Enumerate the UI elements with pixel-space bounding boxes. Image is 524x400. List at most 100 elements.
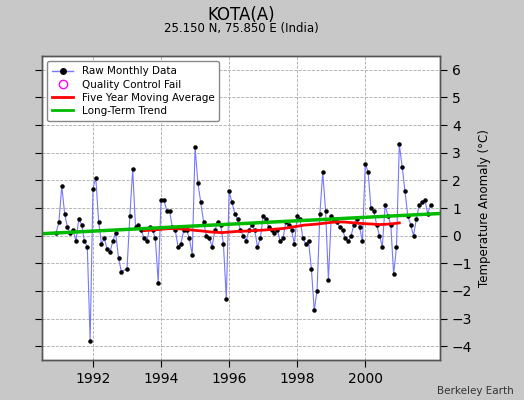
Point [387,221,395,228]
Text: Berkeley Earth: Berkeley Earth [437,386,514,396]
Point [174,244,182,250]
Point [92,174,100,181]
Point [228,199,236,206]
Point [335,224,344,230]
Point [157,196,165,203]
Point [307,266,315,272]
Point [162,208,171,214]
Point [83,244,92,250]
Point [225,188,233,195]
Point [299,235,307,242]
Point [205,235,213,242]
Point [188,252,196,258]
Y-axis label: Temperature Anomaly (°C): Temperature Anomaly (°C) [478,129,491,287]
Point [137,227,145,233]
Point [350,221,358,228]
Point [148,227,157,233]
Point [182,227,191,233]
Point [267,227,276,233]
Point [196,199,205,206]
Point [103,246,112,253]
Point [367,205,375,211]
Point [94,219,103,225]
Point [339,227,347,233]
Point [316,210,324,217]
Point [151,235,160,242]
Point [114,254,123,261]
Point [112,230,120,236]
Point [287,227,296,233]
Point [248,221,256,228]
Point [389,271,398,278]
Point [171,227,179,233]
Point [270,230,279,236]
Point [146,224,154,230]
Point [74,216,83,222]
Point [160,196,168,203]
Point [375,232,384,239]
Point [330,216,339,222]
Point [143,238,151,244]
Point [407,221,415,228]
Point [97,241,106,247]
Point [282,219,290,225]
Point [398,163,406,170]
Point [324,277,333,283]
Point [353,216,361,222]
Point [378,244,387,250]
Point [423,210,432,217]
Point [310,307,319,314]
Point [200,219,208,225]
Point [427,202,435,208]
Point [202,232,211,239]
Point [86,338,94,344]
Point [80,238,89,244]
Point [211,227,219,233]
Point [66,230,74,236]
Point [293,213,301,220]
Point [392,244,401,250]
Point [285,221,293,228]
Point [72,238,80,244]
Point [369,208,378,214]
Point [418,199,426,206]
Point [253,244,261,250]
Point [78,221,86,228]
Point [242,238,250,244]
Point [52,230,60,236]
Point [415,202,423,208]
Point [319,169,327,175]
Point [262,216,270,222]
Point [60,210,69,217]
Point [333,219,341,225]
Point [208,244,216,250]
Point [231,210,239,217]
Point [166,208,174,214]
Point [123,266,131,272]
Point [276,238,285,244]
Point [180,227,188,233]
Point [132,224,140,230]
Point [54,219,63,225]
Point [403,213,412,220]
Point [265,224,273,230]
Point [128,166,137,172]
Point [100,235,108,242]
Point [89,186,97,192]
Point [347,232,355,239]
Point [191,144,199,150]
Point [327,213,335,220]
Point [384,213,392,220]
Point [177,241,185,247]
Point [373,221,381,228]
Point [296,216,304,222]
Text: KOTA(A): KOTA(A) [207,6,275,24]
Point [364,169,372,175]
Point [63,224,72,230]
Point [168,224,177,230]
Point [409,232,418,239]
Point [194,180,202,186]
Point [140,235,148,242]
Point [69,227,78,233]
Point [239,232,247,239]
